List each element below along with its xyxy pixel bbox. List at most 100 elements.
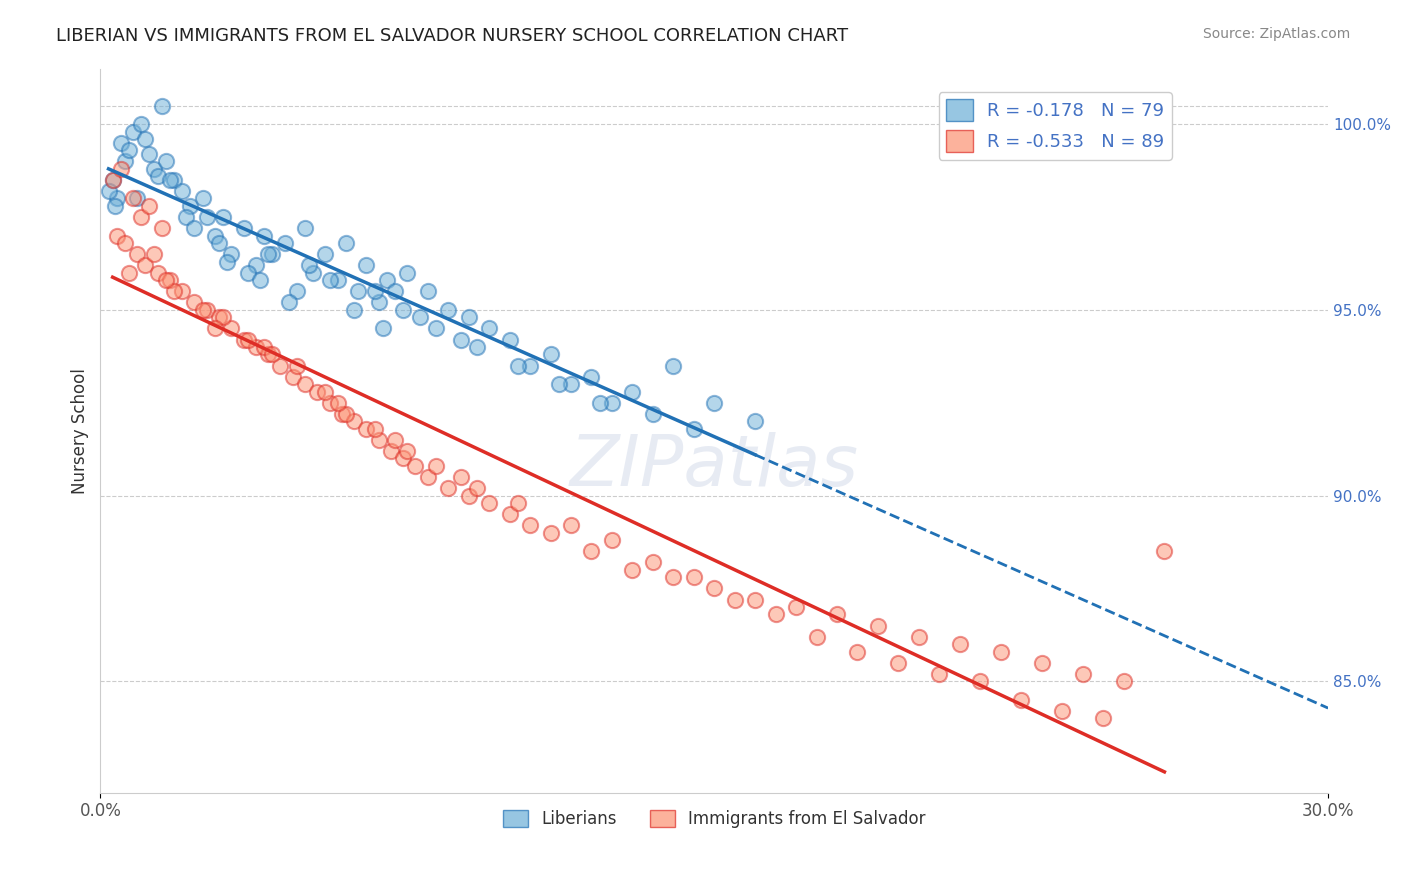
Point [416, 285, 439, 299]
Point [172, 184, 194, 198]
Point [405, 458, 427, 473]
Point [285, 285, 308, 299]
Point [262, 247, 284, 261]
Point [662, 359, 685, 373]
Point [101, 173, 124, 187]
Point [204, 321, 226, 335]
Point [1071, 666, 1094, 681]
Point [478, 496, 501, 510]
Point [600, 533, 623, 548]
Point [221, 321, 243, 335]
Point [150, 98, 173, 112]
Point [172, 285, 194, 299]
Y-axis label: Nursery School: Nursery School [72, 368, 89, 493]
Point [866, 618, 889, 632]
Point [142, 161, 165, 176]
Text: ZIPatlas: ZIPatlas [569, 433, 859, 501]
Point [232, 221, 254, 235]
Point [191, 192, 214, 206]
Point [1092, 711, 1115, 725]
Point [416, 470, 439, 484]
Point [588, 395, 610, 409]
Point [600, 395, 623, 409]
Point [641, 407, 664, 421]
Point [621, 563, 644, 577]
Point [212, 310, 235, 325]
Point [356, 258, 378, 272]
Point [560, 518, 582, 533]
Point [269, 359, 291, 373]
Point [547, 377, 569, 392]
Point [294, 377, 316, 392]
Point [97, 184, 120, 198]
Point [641, 556, 664, 570]
Point [129, 117, 152, 131]
Point [212, 210, 235, 224]
Point [245, 258, 267, 272]
Point [146, 266, 169, 280]
Point [253, 228, 276, 243]
Point [519, 359, 541, 373]
Point [437, 481, 460, 495]
Point [343, 414, 366, 428]
Point [221, 247, 243, 261]
Point [232, 333, 254, 347]
Point [396, 444, 419, 458]
Point [949, 637, 972, 651]
Point [262, 347, 284, 361]
Point [204, 228, 226, 243]
Point [163, 285, 186, 299]
Point [245, 340, 267, 354]
Point [183, 221, 205, 235]
Point [928, 666, 950, 681]
Point [1031, 656, 1053, 670]
Point [498, 507, 520, 521]
Point [371, 321, 394, 335]
Point [703, 395, 725, 409]
Point [138, 199, 160, 213]
Point [236, 333, 259, 347]
Point [465, 481, 488, 495]
Point [314, 384, 336, 399]
Point [122, 125, 145, 139]
Point [367, 433, 389, 447]
Point [450, 470, 472, 484]
Point [273, 235, 295, 250]
Point [298, 258, 321, 272]
Point [318, 273, 340, 287]
Point [208, 235, 231, 250]
Point [1153, 544, 1175, 558]
Point [302, 266, 325, 280]
Point [367, 295, 389, 310]
Point [326, 273, 349, 287]
Point [540, 347, 562, 361]
Point [159, 273, 181, 287]
Point [887, 656, 910, 670]
Point [179, 199, 201, 213]
Point [104, 199, 127, 213]
Point [347, 285, 370, 299]
Point [277, 295, 299, 310]
Point [110, 136, 132, 150]
Point [519, 518, 541, 533]
Point [110, 161, 132, 176]
Point [744, 414, 766, 428]
Point [384, 433, 406, 447]
Point [506, 359, 529, 373]
Point [129, 210, 152, 224]
Point [990, 644, 1012, 658]
Point [176, 210, 198, 224]
Point [307, 384, 329, 399]
Point [384, 285, 406, 299]
Point [560, 377, 582, 392]
Point [335, 407, 357, 421]
Point [457, 310, 479, 325]
Point [285, 359, 308, 373]
Point [392, 451, 415, 466]
Point [146, 169, 169, 184]
Text: Source: ZipAtlas.com: Source: ZipAtlas.com [1202, 27, 1350, 41]
Point [249, 273, 271, 287]
Point [155, 273, 177, 287]
Point [408, 310, 430, 325]
Legend: Liberians, Immigrants from El Salvador: Liberians, Immigrants from El Salvador [496, 804, 932, 835]
